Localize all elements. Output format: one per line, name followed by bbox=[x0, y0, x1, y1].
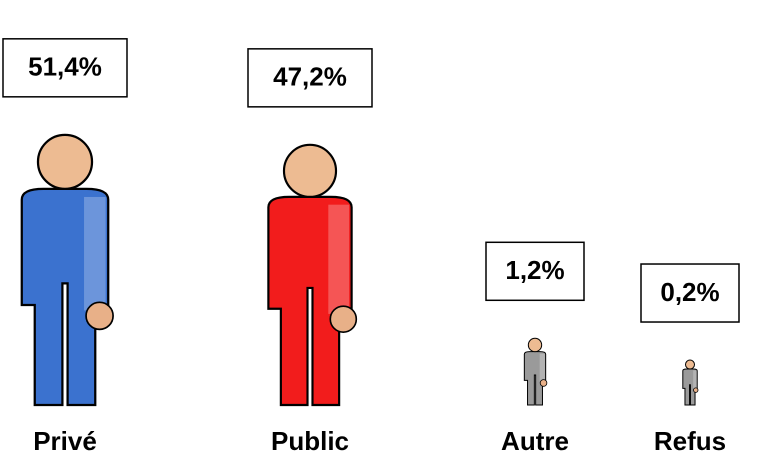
category-label: Privé bbox=[33, 426, 97, 456]
value-label: 51,4% bbox=[28, 52, 102, 82]
person-figure bbox=[20, 133, 114, 407]
hand bbox=[693, 387, 699, 393]
value-label-box bbox=[640, 263, 740, 323]
value-label-box bbox=[247, 48, 373, 108]
head bbox=[282, 143, 338, 198]
hand bbox=[539, 379, 548, 387]
value-label-box bbox=[485, 241, 585, 302]
value-label-box bbox=[2, 38, 128, 98]
arm bbox=[693, 370, 697, 390]
head bbox=[36, 133, 94, 190]
hand bbox=[85, 301, 114, 331]
category-label: Public bbox=[271, 426, 349, 456]
person-figure bbox=[682, 359, 699, 406]
body bbox=[523, 351, 547, 406]
head bbox=[527, 337, 543, 353]
arm bbox=[328, 204, 350, 314]
body bbox=[682, 368, 698, 406]
value-label: 1,2% bbox=[505, 255, 564, 285]
arm bbox=[539, 353, 546, 382]
person-figure bbox=[267, 143, 358, 407]
person-figure bbox=[523, 337, 548, 406]
value-label: 0,2% bbox=[660, 277, 719, 307]
hand bbox=[329, 305, 358, 333]
category-label: Autre bbox=[501, 426, 569, 456]
arm bbox=[84, 196, 106, 311]
category-label: Refus bbox=[654, 426, 726, 456]
body bbox=[267, 195, 353, 407]
head bbox=[685, 359, 695, 370]
value-label: 47,2% bbox=[273, 62, 347, 92]
body bbox=[20, 187, 110, 407]
